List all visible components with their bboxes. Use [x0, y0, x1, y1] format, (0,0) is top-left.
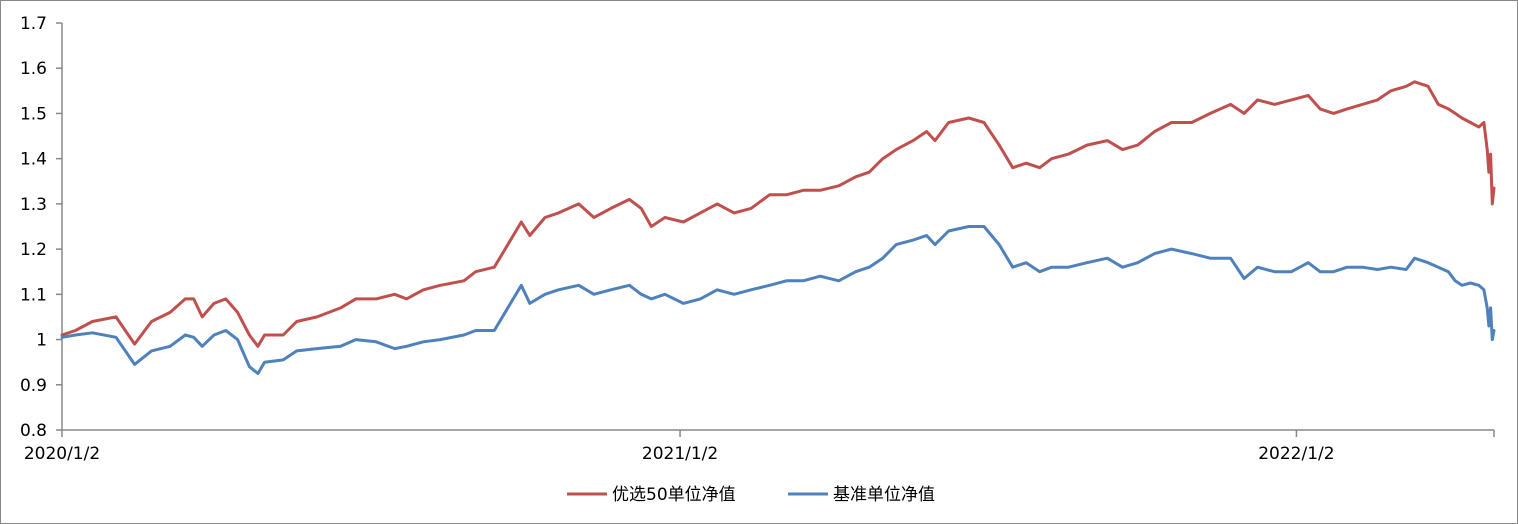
y-ticks: 0.8 0.9 1 1.1 1.2 1.3 1.4 1.5 1.6 1.7: [20, 14, 62, 441]
y-tick-label: 1: [36, 331, 47, 351]
series-line-1: [60, 80, 1496, 348]
series-layer: [60, 80, 1496, 375]
y-tick-label: 1.4: [20, 150, 47, 170]
y-tick-label: 1.7: [20, 14, 47, 34]
legend-label-1: 优选50单位净值: [612, 485, 736, 505]
x-tick-label: 2022/1/2: [1258, 444, 1334, 464]
legend: 优选50单位净值 基准单位净值: [567, 485, 935, 505]
y-tick-label: 1.5: [20, 104, 47, 124]
y-tick-label: 0.9: [20, 376, 47, 396]
y-tick-label: 1.3: [20, 195, 47, 215]
series-line-2: [60, 225, 1496, 375]
y-tick-label: 1.6: [20, 59, 47, 79]
y-tick-label: 0.8: [20, 421, 47, 441]
y-tick-label: 1.2: [20, 240, 47, 260]
legend-label-2: 基准单位净值: [833, 485, 935, 505]
x-tick-label: 2021/1/2: [642, 444, 718, 464]
x-ticks: 2020/1/2 2021/1/2 2022/1/2: [24, 430, 1495, 464]
x-tick-label: 2020/1/2: [24, 444, 100, 464]
y-tick-label: 1.1: [20, 285, 47, 305]
